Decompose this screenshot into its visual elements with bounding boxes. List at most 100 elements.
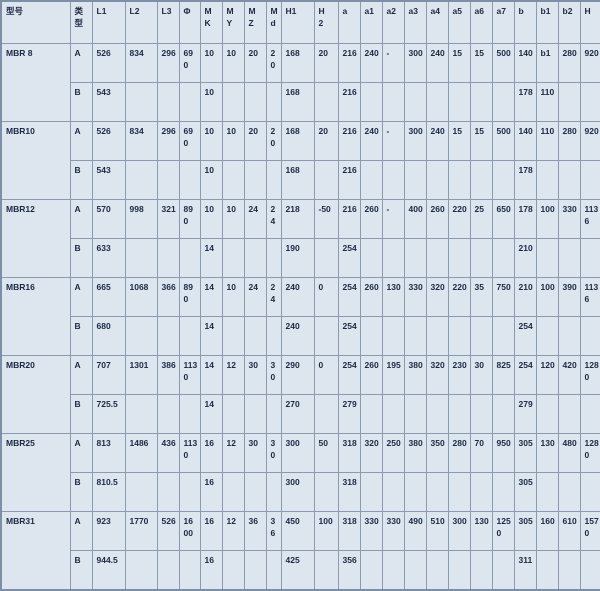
cell-mk: 16 xyxy=(199,550,223,590)
cell-mk: 10 xyxy=(199,199,223,239)
table-row: MBR 8 A 526 834 296 690 10 10 20 20 168 20 216 240-30… xyxy=(0,43,600,122)
header-label-line1: 类 xyxy=(74,6,84,16)
cell-b: 140 xyxy=(513,121,537,161)
cell-a6 xyxy=(469,394,493,434)
cell-a6: 30 xyxy=(469,355,493,395)
cell-type: B xyxy=(69,472,93,512)
cell-mz xyxy=(243,238,267,278)
cell-a5: 230 xyxy=(447,355,471,395)
cell-a3: 330 xyxy=(403,277,427,317)
cell-b2 xyxy=(557,316,581,356)
cell-h xyxy=(579,82,600,122)
cell-phi: 690 xyxy=(178,43,201,83)
cell-md xyxy=(265,394,282,434)
cell-a4 xyxy=(425,394,449,434)
cell-b2: 280 xyxy=(557,121,581,161)
cell-a5: 280 xyxy=(447,433,471,473)
cell-h xyxy=(579,238,600,278)
cell-a7: 650 xyxy=(491,199,515,239)
cell-phi xyxy=(178,316,201,356)
cell-phi: 1600 xyxy=(178,511,201,551)
column-header-a: a xyxy=(337,0,361,44)
table-row: MBR12 A 570 998 321 890 10 10 24 24 218 -50 216 260-4… xyxy=(0,199,600,278)
cell-l2 xyxy=(124,238,158,278)
cell-b2: 330 xyxy=(557,199,581,239)
header-label-line2: Y xyxy=(226,18,233,29)
cell-l3 xyxy=(156,472,180,512)
cell-b: 178 xyxy=(513,199,537,239)
cell-a3: 300 xyxy=(403,121,427,161)
cell-a5: 15 xyxy=(447,43,471,83)
cell-mk: 14 xyxy=(199,355,223,395)
cell-my: 12 xyxy=(221,355,245,395)
cell-b2 xyxy=(557,550,581,590)
column-header-a2: a2 xyxy=(381,0,405,44)
cell-h: 920 xyxy=(579,121,600,161)
cell-a4 xyxy=(425,238,449,278)
cell-mk: 10 xyxy=(199,121,223,161)
column-header-a5: a5 xyxy=(447,0,471,44)
cell-b1 xyxy=(535,472,559,512)
cell-h: 1570 xyxy=(579,511,600,551)
cell-md: 24 xyxy=(265,277,282,317)
cell-a5 xyxy=(447,238,471,278)
cell-l2 xyxy=(124,316,158,356)
column-header-a1: a1 xyxy=(359,0,383,44)
cell-a: 254 xyxy=(337,277,361,317)
cell-a4: 320 xyxy=(425,277,449,317)
cell-a7: 500 xyxy=(491,43,515,83)
cell-my: 10 xyxy=(221,43,245,83)
cell-md: 30 xyxy=(265,433,282,473)
cell-h2 xyxy=(313,160,339,200)
cell-phi xyxy=(178,472,201,512)
column-header-a4: a4 xyxy=(425,0,449,44)
cell-l1: 944.5 xyxy=(91,550,126,590)
cell-a4 xyxy=(425,160,449,200)
header-label: L3 xyxy=(161,6,172,16)
cell-a1: 260 xyxy=(359,277,383,317)
cell-b: 178 xyxy=(513,160,537,200)
cell-my: 12 xyxy=(221,511,245,551)
table-row: B 543 10 168 216 178 110 xyxy=(1,82,600,122)
cell-phi: 890 xyxy=(178,277,201,317)
header-label: b xyxy=(518,6,524,16)
cell-a1 xyxy=(359,160,383,200)
cell-a3 xyxy=(403,550,427,590)
cell-type: A xyxy=(69,511,93,551)
cell-type: B xyxy=(69,550,93,590)
column-header-b2: b2 xyxy=(557,0,581,44)
cell-a7 xyxy=(491,238,515,278)
cell-h2 xyxy=(313,550,339,590)
cell-a3 xyxy=(403,394,427,434)
cell-l2 xyxy=(124,394,158,434)
cell-h xyxy=(579,316,600,356)
cell-l1: 813 xyxy=(91,433,126,473)
cell-a2 xyxy=(381,82,405,122)
cell-b: 305 xyxy=(513,472,537,512)
cell-phi: 690 xyxy=(178,121,201,161)
cell-my: 12 xyxy=(221,433,245,473)
cell-l2: 1301 xyxy=(124,355,158,395)
cell-a: 216 xyxy=(337,82,361,122)
cell-mz: 20 xyxy=(243,43,267,83)
cell-md xyxy=(265,160,282,200)
cell-my xyxy=(221,472,245,512)
cell-h2 xyxy=(313,316,339,356)
cell-a7 xyxy=(491,550,515,590)
cell-my xyxy=(221,82,245,122)
column-header-l2: L2 xyxy=(124,0,158,44)
cell-a7 xyxy=(491,82,515,122)
cell-a2 xyxy=(381,550,405,590)
cell-l2 xyxy=(124,160,158,200)
cell-h: 1136 xyxy=(579,199,600,239)
cell-l2: 1486 xyxy=(124,433,158,473)
cell-a3: 490 xyxy=(403,511,427,551)
cell-h xyxy=(579,472,600,512)
cell-a: 216 xyxy=(337,199,361,239)
cell-type: A xyxy=(69,355,93,395)
cell-my xyxy=(221,394,245,434)
table-row: MBR25 A 813 1486 436 1130 16 12 30 30 300 50 318 320 2… xyxy=(0,433,600,512)
cell-type: B xyxy=(69,82,93,122)
